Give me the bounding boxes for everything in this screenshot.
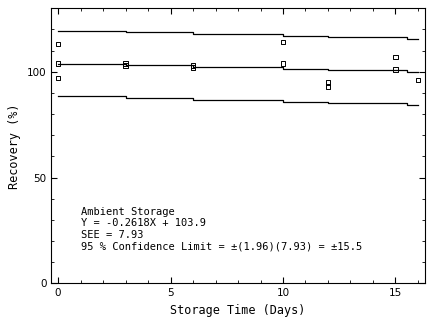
Point xyxy=(55,61,61,66)
Point xyxy=(414,78,421,83)
Point xyxy=(55,75,61,81)
Point xyxy=(190,63,197,68)
Y-axis label: Recovery (%): Recovery (%) xyxy=(8,103,21,188)
Point xyxy=(280,40,287,45)
X-axis label: Storage Time (Days): Storage Time (Days) xyxy=(170,304,306,317)
Point xyxy=(280,61,287,66)
Text: Ambient Storage
Y = -0.2618X + 103.9
SEE = 7.93
95 % Confidence Limit = ±(1.96)(: Ambient Storage Y = -0.2618X + 103.9 SEE… xyxy=(81,207,362,252)
Point xyxy=(392,54,399,59)
Point xyxy=(55,42,61,47)
Point xyxy=(324,80,331,85)
Point xyxy=(122,63,129,68)
Point xyxy=(190,65,197,70)
Point xyxy=(392,67,399,72)
Point xyxy=(324,84,331,89)
Point xyxy=(122,61,129,66)
